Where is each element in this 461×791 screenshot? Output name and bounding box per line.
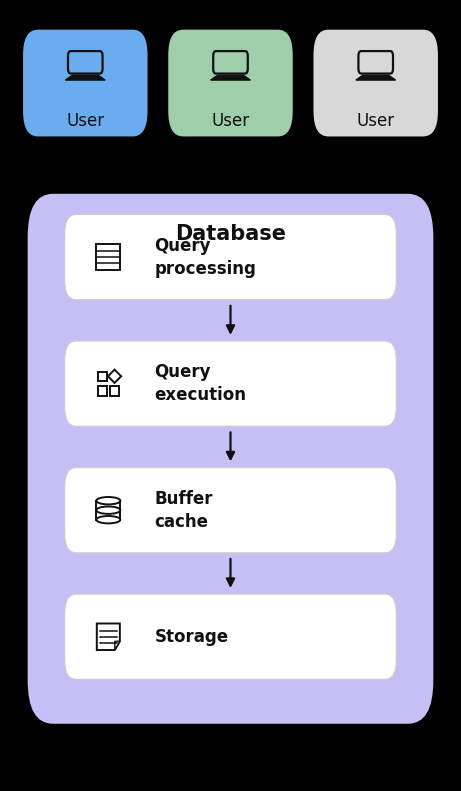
Text: Query
processing: Query processing: [154, 237, 256, 278]
FancyBboxPatch shape: [23, 29, 148, 136]
Ellipse shape: [96, 497, 120, 505]
FancyBboxPatch shape: [65, 467, 396, 553]
FancyBboxPatch shape: [213, 51, 248, 74]
FancyBboxPatch shape: [65, 214, 396, 300]
Text: Buffer
cache: Buffer cache: [154, 490, 213, 531]
FancyBboxPatch shape: [358, 51, 393, 74]
Polygon shape: [97, 623, 120, 650]
FancyBboxPatch shape: [65, 341, 396, 426]
Polygon shape: [356, 75, 396, 80]
FancyBboxPatch shape: [313, 29, 438, 136]
FancyBboxPatch shape: [65, 594, 396, 679]
Polygon shape: [65, 75, 105, 80]
FancyBboxPatch shape: [110, 386, 119, 396]
Ellipse shape: [96, 516, 120, 524]
FancyBboxPatch shape: [98, 372, 107, 381]
FancyBboxPatch shape: [98, 386, 107, 396]
FancyBboxPatch shape: [28, 194, 433, 724]
Text: Storage: Storage: [154, 628, 229, 645]
Text: User: User: [357, 112, 395, 131]
FancyBboxPatch shape: [96, 244, 120, 270]
Polygon shape: [211, 75, 250, 80]
Text: Database: Database: [175, 224, 286, 244]
Ellipse shape: [96, 506, 120, 514]
Text: User: User: [212, 112, 249, 131]
Polygon shape: [96, 501, 120, 520]
Polygon shape: [115, 642, 120, 650]
FancyBboxPatch shape: [168, 29, 293, 136]
Text: Query
execution: Query execution: [154, 363, 247, 404]
FancyBboxPatch shape: [68, 51, 102, 74]
Text: User: User: [66, 112, 104, 131]
Polygon shape: [108, 369, 121, 383]
